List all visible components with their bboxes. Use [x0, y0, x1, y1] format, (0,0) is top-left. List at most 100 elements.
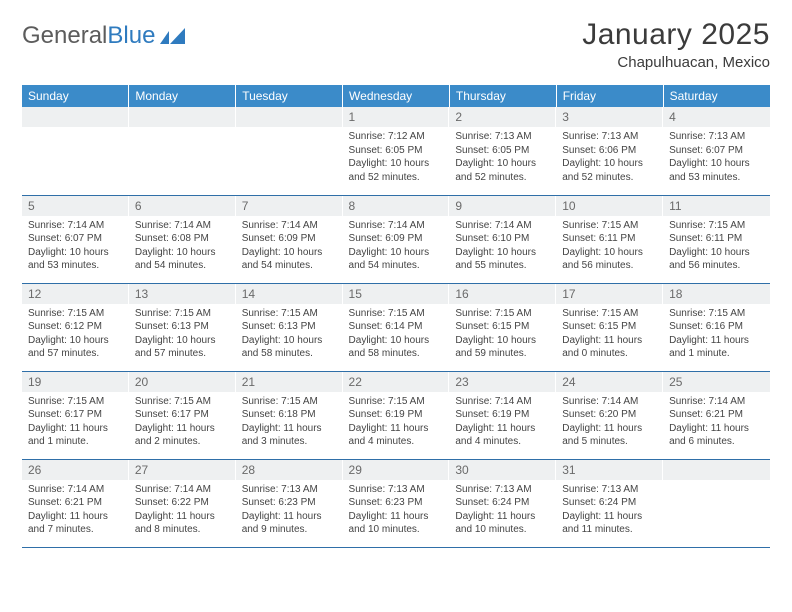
sunrise-line: Sunrise: 7:15 AM [349, 307, 444, 321]
sunrise-line: Sunrise: 7:13 AM [455, 130, 550, 144]
day-cell: 7Sunrise: 7:14 AMSunset: 6:09 PMDaylight… [236, 195, 343, 283]
sunset-line: Sunset: 6:07 PM [669, 144, 764, 158]
day-number: 3 [556, 107, 663, 127]
day-number: 26 [22, 460, 129, 480]
sunrise-line: Sunrise: 7:13 AM [242, 483, 337, 497]
daylight-line: Daylight: 10 hours and 59 minutes. [455, 334, 550, 361]
calendar-table: Sunday Monday Tuesday Wednesday Thursday… [22, 85, 770, 548]
sunrise-line: Sunrise: 7:13 AM [562, 130, 657, 144]
daylight-line: Daylight: 11 hours and 6 minutes. [669, 422, 764, 449]
logo-word-1: General [22, 22, 107, 49]
sunrise-line: Sunrise: 7:13 AM [455, 483, 550, 497]
sunrise-line: Sunrise: 7:14 AM [135, 219, 230, 233]
sunrise-line: Sunrise: 7:15 AM [562, 219, 657, 233]
daylight-line: Daylight: 10 hours and 55 minutes. [455, 246, 550, 273]
sunset-line: Sunset: 6:09 PM [349, 232, 444, 246]
daylight-line: Daylight: 11 hours and 3 minutes. [242, 422, 337, 449]
day-cell [236, 107, 343, 195]
day-cell: 6Sunrise: 7:14 AMSunset: 6:08 PMDaylight… [129, 195, 236, 283]
day-body-empty [129, 127, 236, 187]
day-cell: 19Sunrise: 7:15 AMSunset: 6:17 PMDayligh… [22, 371, 129, 459]
day-body: Sunrise: 7:13 AMSunset: 6:23 PMDaylight:… [236, 480, 343, 541]
day-body: Sunrise: 7:14 AMSunset: 6:21 PMDaylight:… [22, 480, 129, 541]
daylight-line: Daylight: 10 hours and 52 minutes. [349, 157, 444, 184]
day-number: 27 [129, 460, 236, 480]
daylight-line: Daylight: 10 hours and 58 minutes. [242, 334, 337, 361]
day-number: 2 [449, 107, 556, 127]
daylight-line: Daylight: 11 hours and 5 minutes. [562, 422, 657, 449]
sunset-line: Sunset: 6:24 PM [455, 496, 550, 510]
daylight-line: Daylight: 10 hours and 53 minutes. [669, 157, 764, 184]
sunrise-line: Sunrise: 7:13 AM [669, 130, 764, 144]
day-cell: 31Sunrise: 7:13 AMSunset: 6:24 PMDayligh… [556, 459, 663, 547]
daylight-line: Daylight: 11 hours and 7 minutes. [28, 510, 123, 537]
day-cell: 9Sunrise: 7:14 AMSunset: 6:10 PMDaylight… [449, 195, 556, 283]
day-cell: 21Sunrise: 7:15 AMSunset: 6:18 PMDayligh… [236, 371, 343, 459]
sunrise-line: Sunrise: 7:15 AM [669, 219, 764, 233]
sunset-line: Sunset: 6:18 PM [242, 408, 337, 422]
day-body: Sunrise: 7:13 AMSunset: 6:07 PMDaylight:… [663, 127, 770, 188]
day-cell [663, 459, 770, 547]
day-body: Sunrise: 7:14 AMSunset: 6:09 PMDaylight:… [236, 216, 343, 277]
week-row: 5Sunrise: 7:14 AMSunset: 6:07 PMDaylight… [22, 195, 770, 283]
daylight-line: Daylight: 11 hours and 9 minutes. [242, 510, 337, 537]
day-body-empty [663, 480, 770, 540]
day-cell: 3Sunrise: 7:13 AMSunset: 6:06 PMDaylight… [556, 107, 663, 195]
daylight-line: Daylight: 10 hours and 56 minutes. [562, 246, 657, 273]
sunset-line: Sunset: 6:19 PM [349, 408, 444, 422]
day-number: 21 [236, 372, 343, 392]
sunset-line: Sunset: 6:13 PM [242, 320, 337, 334]
day-body: Sunrise: 7:13 AMSunset: 6:24 PMDaylight:… [449, 480, 556, 541]
day-cell: 28Sunrise: 7:13 AMSunset: 6:23 PMDayligh… [236, 459, 343, 547]
day-number: 14 [236, 284, 343, 304]
day-body: Sunrise: 7:13 AMSunset: 6:06 PMDaylight:… [556, 127, 663, 188]
day-number: 28 [236, 460, 343, 480]
day-number: 5 [22, 196, 129, 216]
sunrise-line: Sunrise: 7:15 AM [455, 307, 550, 321]
sunset-line: Sunset: 6:10 PM [455, 232, 550, 246]
sunrise-line: Sunrise: 7:14 AM [455, 219, 550, 233]
sunset-line: Sunset: 6:14 PM [349, 320, 444, 334]
day-cell: 1Sunrise: 7:12 AMSunset: 6:05 PMDaylight… [343, 107, 450, 195]
day-body: Sunrise: 7:13 AMSunset: 6:23 PMDaylight:… [343, 480, 450, 541]
sunset-line: Sunset: 6:09 PM [242, 232, 337, 246]
day-number: 25 [663, 372, 770, 392]
day-number: 13 [129, 284, 236, 304]
day-header: Sunday [22, 85, 129, 107]
week-row: 26Sunrise: 7:14 AMSunset: 6:21 PMDayligh… [22, 459, 770, 547]
day-number-empty [22, 107, 129, 127]
daylight-line: Daylight: 11 hours and 8 minutes. [135, 510, 230, 537]
day-cell: 17Sunrise: 7:15 AMSunset: 6:15 PMDayligh… [556, 283, 663, 371]
day-body: Sunrise: 7:15 AMSunset: 6:14 PMDaylight:… [343, 304, 450, 365]
sunrise-line: Sunrise: 7:13 AM [562, 483, 657, 497]
daylight-line: Daylight: 11 hours and 1 minute. [669, 334, 764, 361]
week-row: 12Sunrise: 7:15 AMSunset: 6:12 PMDayligh… [22, 283, 770, 371]
day-cell: 10Sunrise: 7:15 AMSunset: 6:11 PMDayligh… [556, 195, 663, 283]
day-cell: 5Sunrise: 7:14 AMSunset: 6:07 PMDaylight… [22, 195, 129, 283]
daylight-line: Daylight: 11 hours and 4 minutes. [455, 422, 550, 449]
daylight-line: Daylight: 10 hours and 53 minutes. [28, 246, 123, 273]
day-cell: 20Sunrise: 7:15 AMSunset: 6:17 PMDayligh… [129, 371, 236, 459]
sunset-line: Sunset: 6:19 PM [455, 408, 550, 422]
sunset-line: Sunset: 6:08 PM [135, 232, 230, 246]
sunrise-line: Sunrise: 7:13 AM [349, 483, 444, 497]
day-number: 20 [129, 372, 236, 392]
day-number: 12 [22, 284, 129, 304]
day-number: 22 [343, 372, 450, 392]
day-header: Wednesday [343, 85, 450, 107]
day-number: 24 [556, 372, 663, 392]
day-body: Sunrise: 7:15 AMSunset: 6:16 PMDaylight:… [663, 304, 770, 365]
day-body: Sunrise: 7:14 AMSunset: 6:21 PMDaylight:… [663, 392, 770, 453]
sunset-line: Sunset: 6:11 PM [669, 232, 764, 246]
daylight-line: Daylight: 10 hours and 58 minutes. [349, 334, 444, 361]
day-header: Thursday [449, 85, 556, 107]
day-number: 19 [22, 372, 129, 392]
day-number: 1 [343, 107, 450, 127]
day-header: Friday [556, 85, 663, 107]
daylight-line: Daylight: 10 hours and 56 minutes. [669, 246, 764, 273]
day-number: 17 [556, 284, 663, 304]
day-body: Sunrise: 7:15 AMSunset: 6:11 PMDaylight:… [663, 216, 770, 277]
day-body: Sunrise: 7:14 AMSunset: 6:10 PMDaylight:… [449, 216, 556, 277]
day-cell: 4Sunrise: 7:13 AMSunset: 6:07 PMDaylight… [663, 107, 770, 195]
sunrise-line: Sunrise: 7:14 AM [135, 483, 230, 497]
